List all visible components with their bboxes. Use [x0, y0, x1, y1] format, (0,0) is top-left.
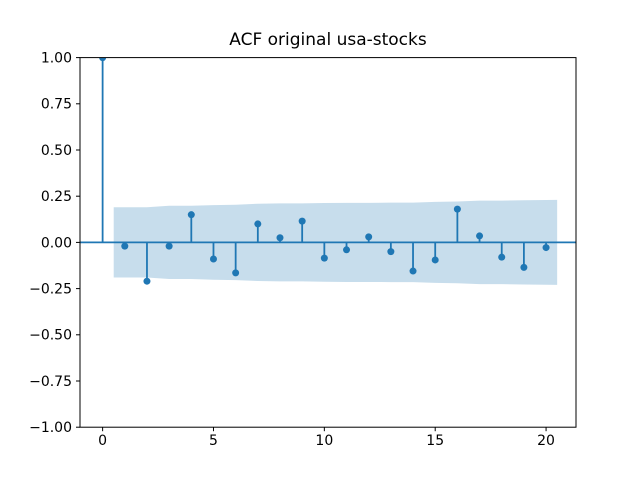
acf-stems	[99, 57, 550, 285]
marker-lag-13	[387, 248, 395, 256]
marker-lag-15	[431, 256, 439, 264]
chart-title: ACF original usa-stocks	[229, 30, 427, 50]
marker-lag-18	[498, 253, 506, 261]
y-tick-label: −0.25	[29, 282, 72, 298]
y-tick-label: 1.00	[41, 51, 72, 67]
marker-lag-0	[99, 57, 107, 62]
marker-lag-8	[276, 234, 284, 242]
marker-lag-4	[187, 211, 195, 219]
marker-lag-11	[343, 246, 351, 254]
y-tick-label: 0.00	[41, 235, 72, 251]
marker-lag-16	[453, 205, 461, 213]
x-tick-label: 20	[537, 433, 555, 449]
marker-lag-19	[520, 263, 528, 271]
y-tick-label: 0.75	[41, 97, 72, 113]
marker-lag-7	[254, 220, 262, 228]
marker-lag-17	[476, 232, 484, 240]
y-tick-label: 0.25	[41, 189, 72, 205]
x-tick-label: 5	[209, 433, 218, 449]
marker-lag-3	[165, 242, 173, 250]
marker-lag-20	[542, 244, 550, 252]
marker-lag-14	[409, 267, 417, 275]
x-tick-label: 0	[98, 433, 107, 449]
x-tick-label: 15	[426, 433, 444, 449]
x-tick-label: 10	[315, 433, 333, 449]
y-tick-label: −1.00	[29, 420, 72, 436]
y-tick-label: −0.50	[29, 328, 72, 344]
marker-lag-12	[365, 233, 373, 241]
marker-lag-10	[320, 254, 328, 262]
marker-lag-6	[232, 269, 240, 277]
marker-lag-2	[143, 277, 151, 285]
y-tick-label: −0.75	[29, 374, 72, 390]
marker-lag-1	[121, 242, 129, 250]
marker-lag-9	[298, 217, 306, 225]
marker-lag-5	[209, 255, 217, 263]
y-tick-label: 0.50	[41, 143, 72, 159]
